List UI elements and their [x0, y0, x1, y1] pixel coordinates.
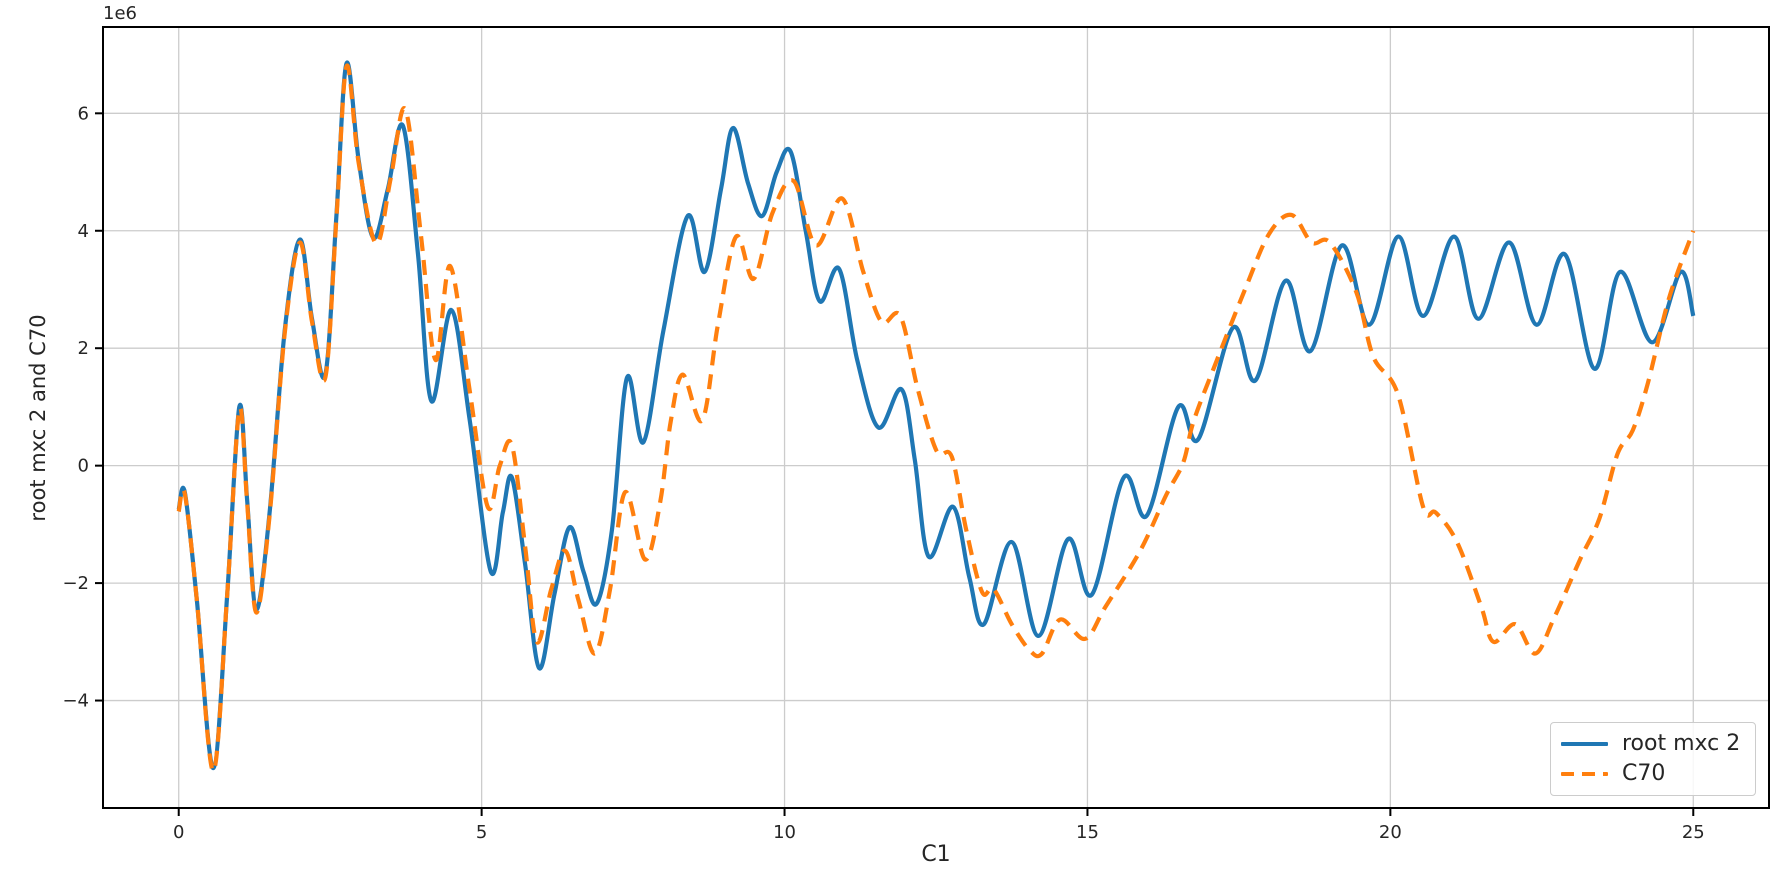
y-tick-label: 6 — [78, 103, 89, 124]
x-tick-label: 15 — [1076, 822, 1099, 843]
y-tick-label: 0 — [78, 456, 89, 477]
y-tick-label: 4 — [78, 221, 89, 242]
legend-entry-c70: C70 — [1561, 763, 1745, 785]
legend-line-sample-dashed — [1561, 772, 1608, 776]
series-line-c70 — [176, 63, 1696, 774]
y-tick-label: 2 — [78, 338, 89, 359]
x-axis-label: C1 — [921, 842, 951, 867]
series-line-root-mxc-2 — [176, 60, 1696, 771]
x-tick-label: 5 — [476, 822, 487, 843]
y-axis-label: root mxc 2 and C70 — [26, 314, 50, 522]
y-tick-label: −2 — [62, 573, 89, 594]
x-tick-label: 25 — [1682, 822, 1705, 843]
x-tick-label: 0 — [173, 822, 184, 843]
legend: root mxc 2 C70 — [1550, 722, 1756, 796]
x-tick-label: 20 — [1379, 822, 1402, 843]
axes-frame — [102, 26, 1770, 809]
legend-label-c70: C70 — [1622, 761, 1666, 786]
legend-entry-root-mxc-2: root mxc 2 — [1561, 733, 1745, 755]
x-tick-label: 10 — [773, 822, 796, 843]
y-tick-label: −4 — [62, 691, 89, 712]
legend-label-root-mxc-2: root mxc 2 — [1622, 731, 1741, 756]
legend-line-sample-solid — [1561, 742, 1608, 746]
y-axis-offset-label: 1e6 — [103, 3, 137, 24]
